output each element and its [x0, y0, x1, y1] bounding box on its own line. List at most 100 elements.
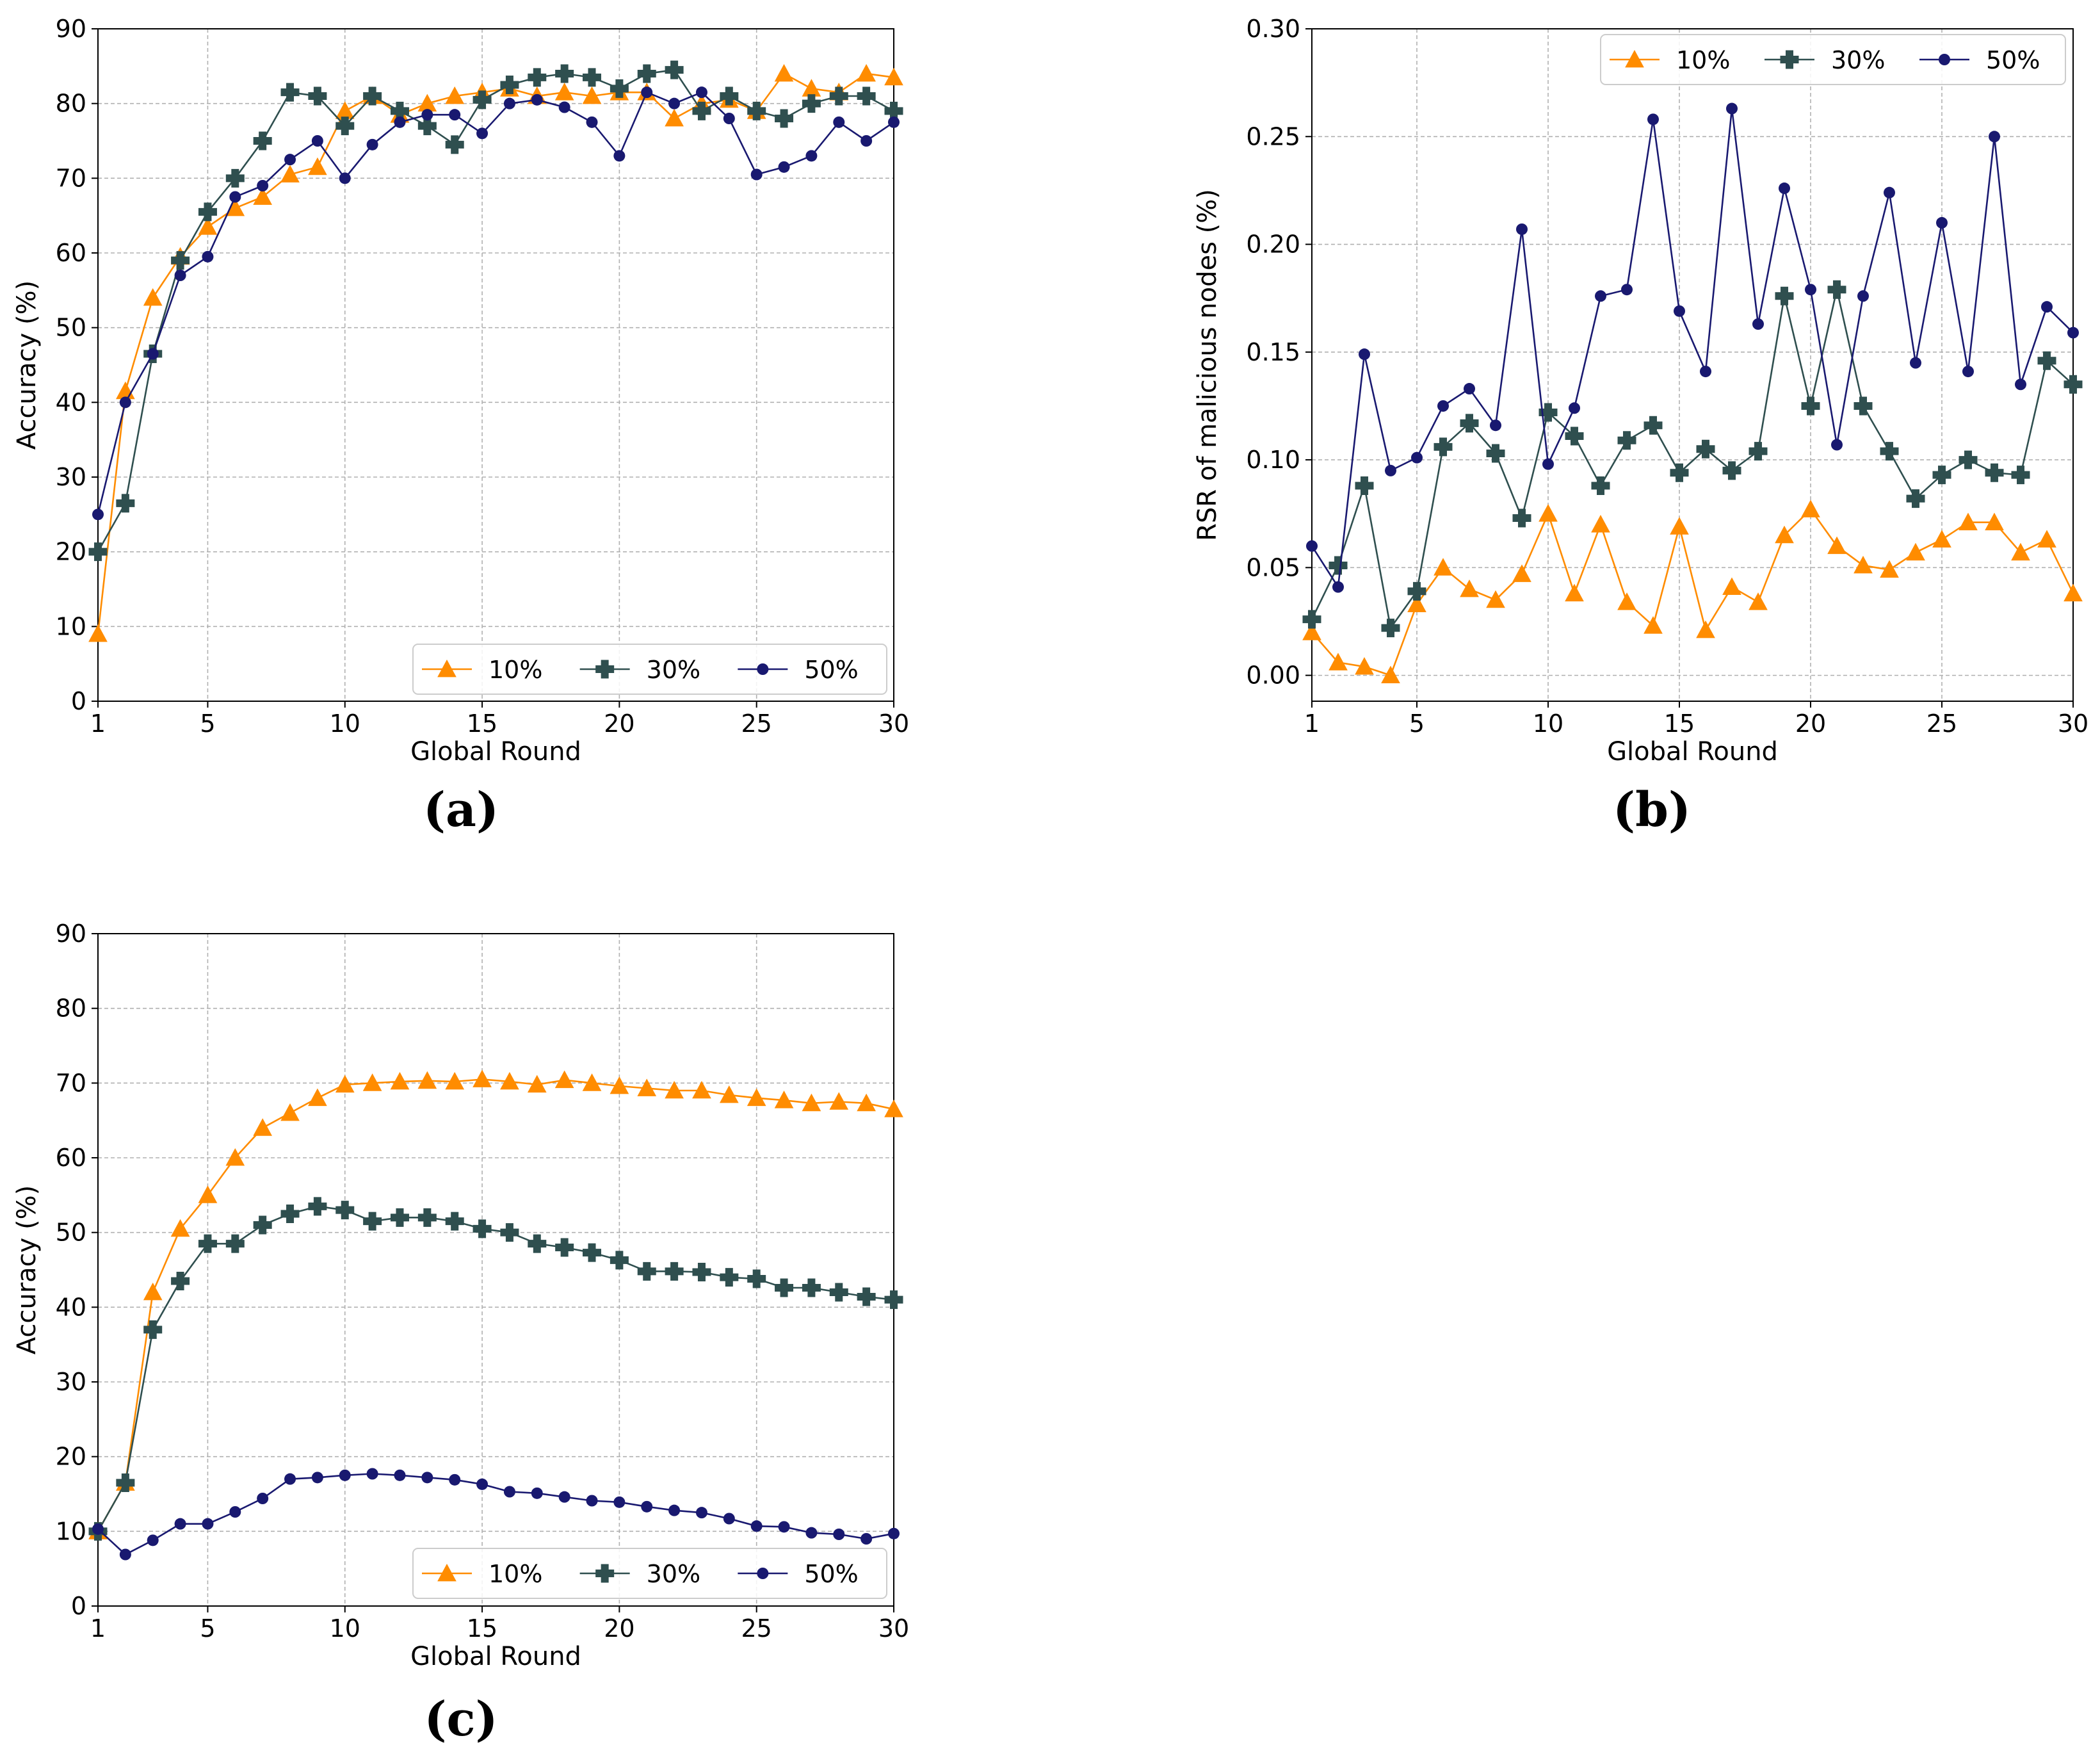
data-point: [1617, 431, 1636, 450]
data-point: [1989, 131, 2000, 143]
data-point: [613, 150, 626, 162]
x-tick-label: 15: [467, 710, 497, 738]
series-line: [97, 69, 894, 553]
data-point: [1486, 590, 1505, 608]
data-point: [857, 1287, 876, 1306]
data-point: [308, 1088, 327, 1107]
data-point: [1805, 284, 1816, 296]
data-point: [641, 1500, 653, 1513]
data-point: [884, 67, 903, 86]
data-point: [554, 1070, 574, 1089]
panel-caption: (a): [423, 783, 499, 838]
data-point: [1407, 581, 1426, 601]
data-point: [1722, 461, 1741, 480]
data-point: [692, 1263, 711, 1281]
data-point: [147, 1534, 159, 1546]
data-point: [833, 1529, 845, 1540]
x-tick-label: 10: [1533, 710, 1563, 738]
data-point: [1906, 542, 1925, 561]
legend-marker: [757, 1568, 769, 1579]
data-point: [884, 1290, 903, 1310]
data-point: [1644, 416, 1663, 435]
data-point: [308, 1197, 327, 1216]
y-tick-label: 0.20: [1246, 231, 1300, 259]
data-point: [366, 138, 378, 150]
x-tick-label: 20: [604, 1614, 634, 1643]
x-tick-label: 25: [1926, 710, 1957, 738]
data-point: [1565, 583, 1584, 602]
data-point: [1696, 439, 1715, 459]
data-point: [641, 86, 653, 99]
legend: 10% 30% 50%: [1600, 34, 2066, 85]
data-point: [394, 1469, 406, 1481]
data-point: [802, 1093, 821, 1112]
y-tick-label: 70: [56, 164, 86, 192]
data-point: [583, 1243, 602, 1262]
data-point: [829, 1092, 849, 1110]
data-point: [171, 1272, 190, 1290]
data-point: [805, 1527, 818, 1539]
data-point: [257, 1493, 269, 1504]
data-point: [417, 117, 437, 136]
legend-marker: [437, 659, 456, 678]
y-tick-label: 80: [56, 90, 86, 118]
data-point: [720, 86, 739, 106]
data-point: [198, 1185, 218, 1203]
data-point: [750, 168, 763, 181]
data-point: [253, 187, 273, 205]
data-point: [775, 109, 794, 128]
data-point: [2011, 466, 2030, 485]
data-point: [88, 542, 108, 562]
data-point: [198, 202, 217, 222]
x-tick-label: 25: [741, 1614, 772, 1643]
data-point: [1434, 558, 1453, 576]
data-point: [2037, 351, 2056, 370]
data-point: [586, 1495, 598, 1507]
data-point: [476, 127, 489, 140]
data-point: [92, 508, 104, 521]
data-point: [695, 86, 707, 99]
data-point: [472, 90, 492, 110]
data-point: [860, 135, 873, 147]
data-point: [335, 1075, 355, 1093]
data-point: [174, 1518, 186, 1530]
data-point: [802, 94, 821, 113]
data-point: [1932, 530, 1951, 548]
data-point: [805, 150, 818, 162]
data-point: [1460, 579, 1479, 597]
data-point: [554, 83, 574, 101]
data-point: [747, 1269, 766, 1288]
y-axis-label: Accuracy (%): [12, 280, 42, 450]
y-tick-label: 50: [56, 314, 86, 342]
data-point: [531, 1487, 543, 1499]
series-10pct: [88, 63, 903, 642]
data-point: [1801, 499, 1820, 517]
data-point: [500, 1223, 519, 1242]
y-tick-label: 70: [56, 1069, 86, 1097]
data-point: [1985, 512, 2004, 531]
plot-frame: [97, 933, 894, 1607]
data-point: [1959, 512, 1978, 531]
x-tick-label: 30: [878, 710, 909, 738]
data-point: [253, 1215, 272, 1235]
data-point: [1854, 555, 1873, 574]
y-tick-label: 0.00: [1246, 661, 1300, 690]
legend-marker: [437, 1563, 456, 1582]
y-axis-label: RSR of malicious nodes (%): [1193, 189, 1222, 541]
data-point: [1355, 657, 1374, 675]
data-point: [449, 109, 461, 121]
data-point: [1512, 564, 1531, 582]
data-point: [311, 135, 323, 147]
data-point: [417, 1071, 437, 1089]
data-point: [472, 1219, 492, 1238]
data-point: [747, 101, 766, 120]
data-point: [284, 154, 296, 166]
data-point: [665, 1080, 684, 1099]
legend-box: [1600, 34, 2066, 85]
x-tick-label: 30: [2058, 710, 2088, 738]
y-tick-label: 90: [56, 15, 86, 43]
data-point: [888, 116, 900, 128]
data-point: [637, 1262, 656, 1281]
y-tick-label: 20: [56, 1443, 86, 1471]
chart-b: 1 5 10 15 20 25 300.000.050.100.150.200.250.30…: [1193, 15, 2088, 838]
